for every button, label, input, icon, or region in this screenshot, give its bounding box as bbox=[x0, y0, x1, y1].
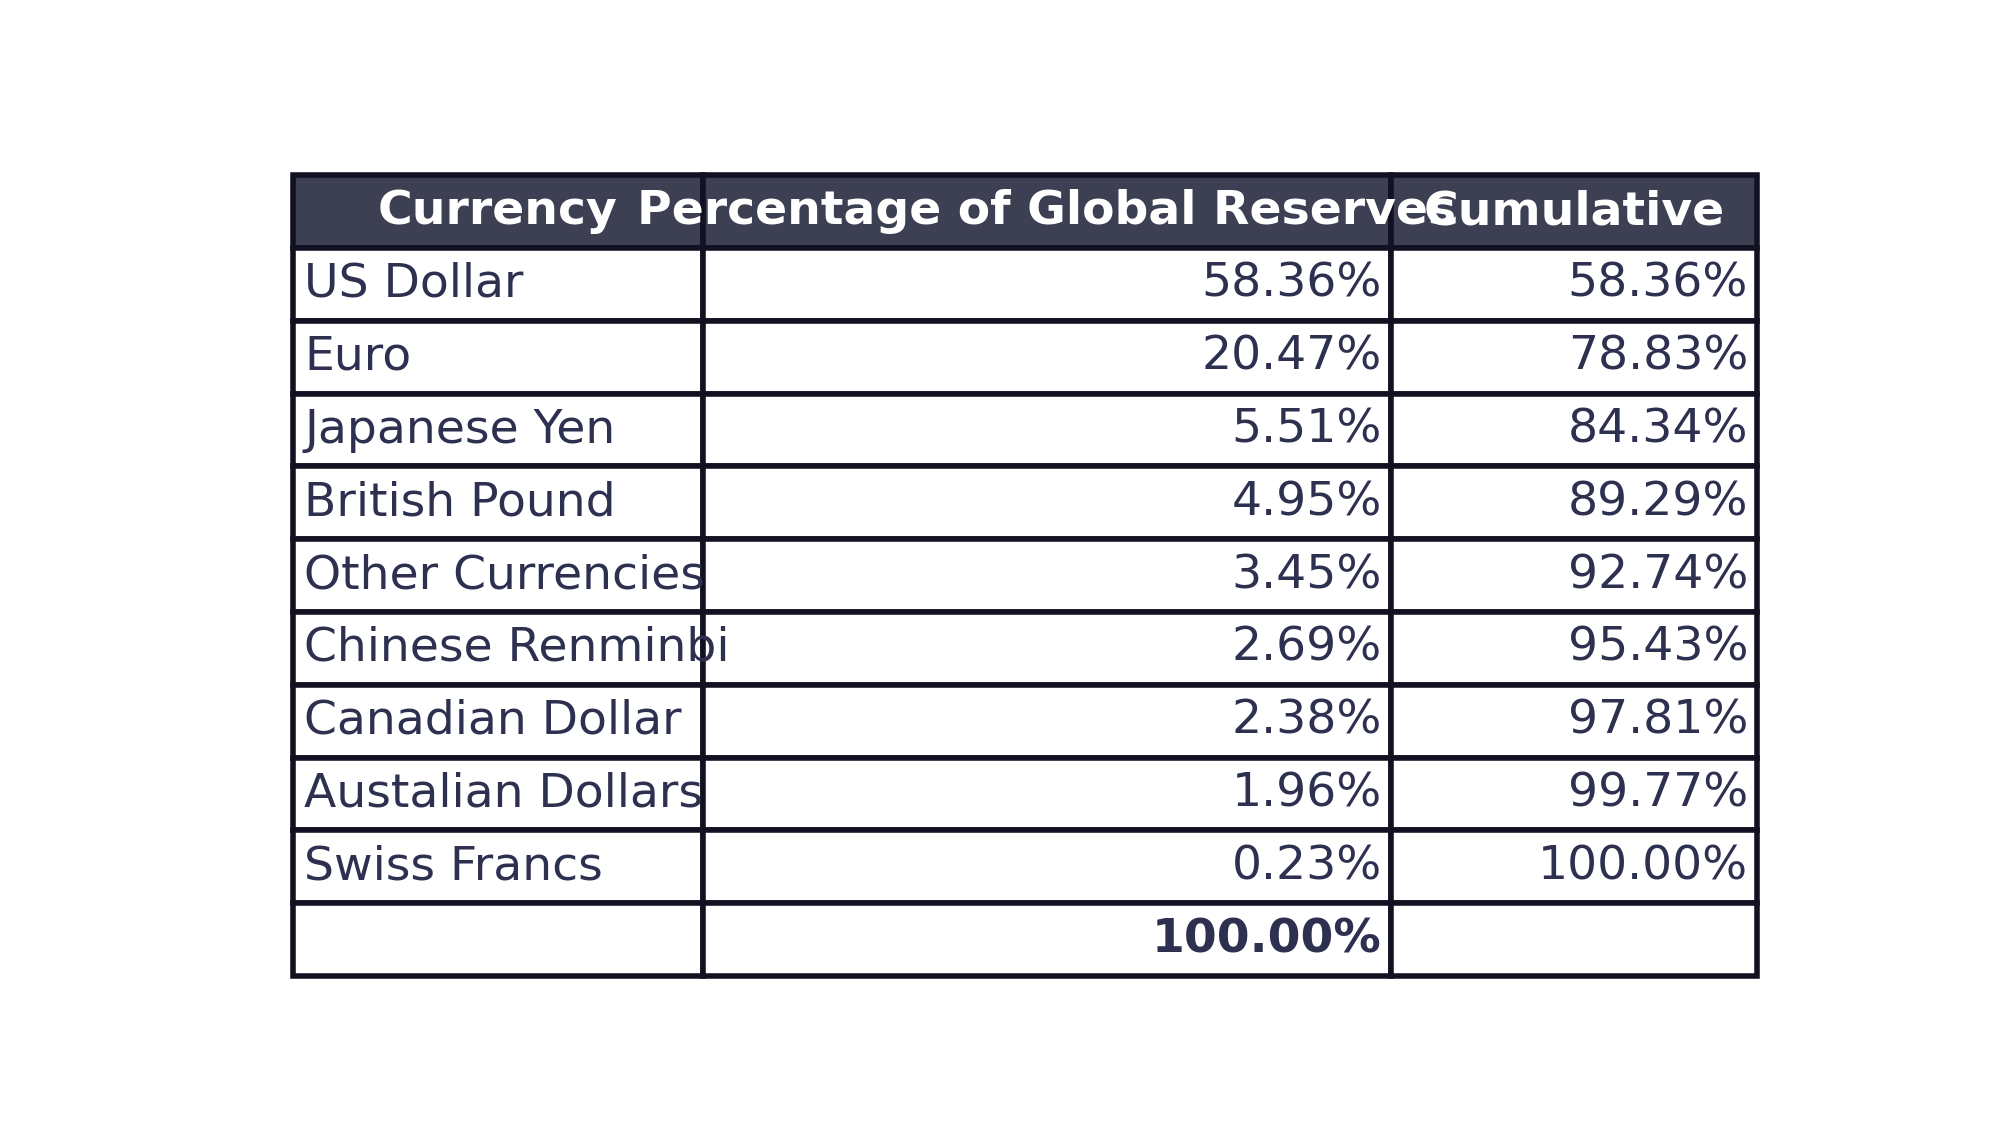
Text: US Dollar: US Dollar bbox=[304, 261, 524, 307]
Text: Percentage of Global Reserves: Percentage of Global Reserves bbox=[638, 189, 1456, 234]
Text: 100.00%: 100.00% bbox=[1538, 844, 1748, 889]
Text: 58.36%: 58.36% bbox=[1568, 261, 1748, 307]
Text: 1.96%: 1.96% bbox=[1232, 772, 1382, 817]
Bar bbox=[1392, 467, 1758, 540]
Bar bbox=[292, 248, 702, 321]
Bar bbox=[292, 612, 702, 685]
Text: Swiss Francs: Swiss Francs bbox=[304, 844, 604, 889]
Bar bbox=[292, 393, 702, 467]
Bar bbox=[292, 540, 702, 612]
Text: 3.45%: 3.45% bbox=[1232, 553, 1382, 598]
Bar bbox=[702, 540, 1392, 612]
Text: British Pound: British Pound bbox=[304, 480, 616, 525]
Bar bbox=[292, 321, 702, 393]
Bar bbox=[1392, 393, 1758, 467]
Text: 2.69%: 2.69% bbox=[1232, 625, 1382, 671]
Bar bbox=[1392, 757, 1758, 831]
Text: 0.23%: 0.23% bbox=[1232, 844, 1382, 889]
Text: 58.36%: 58.36% bbox=[1202, 261, 1382, 307]
Bar bbox=[702, 393, 1392, 467]
Text: Canadian Dollar: Canadian Dollar bbox=[304, 699, 682, 744]
Bar bbox=[1392, 685, 1758, 757]
Bar bbox=[292, 831, 702, 903]
Text: Chinese Renminbi: Chinese Renminbi bbox=[304, 625, 730, 671]
Text: 89.29%: 89.29% bbox=[1568, 480, 1748, 525]
Bar bbox=[702, 757, 1392, 831]
Bar bbox=[1392, 248, 1758, 321]
Bar bbox=[292, 685, 702, 757]
Text: 95.43%: 95.43% bbox=[1568, 625, 1748, 671]
Bar bbox=[702, 248, 1392, 321]
Text: Euro: Euro bbox=[304, 335, 412, 380]
Text: Cumulative: Cumulative bbox=[1424, 189, 1724, 234]
Text: 20.47%: 20.47% bbox=[1202, 335, 1382, 380]
Bar bbox=[1392, 903, 1758, 976]
Text: 5.51%: 5.51% bbox=[1232, 408, 1382, 453]
Text: Austalian Dollars: Austalian Dollars bbox=[304, 772, 704, 817]
Bar bbox=[702, 903, 1392, 976]
Text: 2.38%: 2.38% bbox=[1232, 699, 1382, 744]
Text: 84.34%: 84.34% bbox=[1568, 408, 1748, 453]
Bar bbox=[1392, 540, 1758, 612]
Bar bbox=[292, 903, 702, 976]
Bar bbox=[702, 685, 1392, 757]
Bar bbox=[702, 321, 1392, 393]
Text: Japanese Yen: Japanese Yen bbox=[304, 408, 616, 453]
Bar bbox=[702, 176, 1392, 248]
Text: Other Currencies: Other Currencies bbox=[304, 553, 706, 598]
Bar bbox=[702, 467, 1392, 540]
Bar bbox=[292, 467, 702, 540]
Text: 99.77%: 99.77% bbox=[1568, 772, 1748, 817]
Bar bbox=[1392, 321, 1758, 393]
Bar bbox=[292, 757, 702, 831]
Bar bbox=[292, 176, 702, 248]
Bar bbox=[702, 831, 1392, 903]
Bar bbox=[1392, 176, 1758, 248]
Bar bbox=[1392, 831, 1758, 903]
Bar bbox=[1392, 612, 1758, 685]
Text: 100.00%: 100.00% bbox=[1152, 917, 1382, 962]
Text: 97.81%: 97.81% bbox=[1568, 699, 1748, 744]
Text: 78.83%: 78.83% bbox=[1568, 335, 1748, 380]
Text: 4.95%: 4.95% bbox=[1232, 480, 1382, 525]
Text: Currency: Currency bbox=[378, 189, 618, 234]
Text: 92.74%: 92.74% bbox=[1568, 553, 1748, 598]
Bar bbox=[702, 612, 1392, 685]
